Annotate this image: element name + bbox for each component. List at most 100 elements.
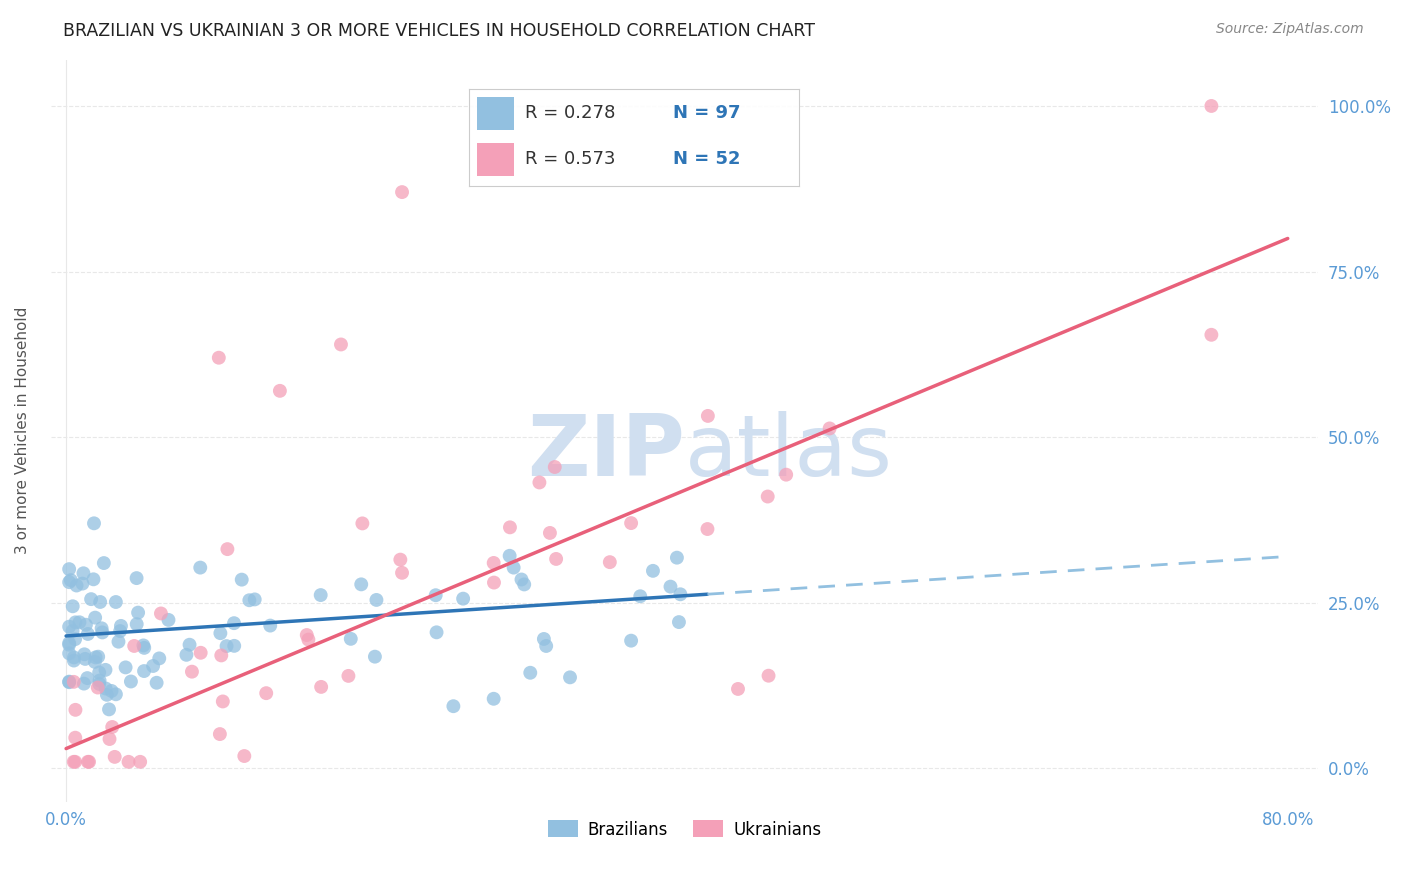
Point [58, 638, 80, 652]
Point [73, 676, 96, 690]
Point [114, 660, 136, 674]
Point [62, 755, 84, 769]
Point [259, 618, 281, 632]
Point [77, 627, 100, 641]
Point [330, 337, 353, 351]
Point [628, 589, 651, 603]
Point [441, 699, 464, 714]
Point [75, 652, 97, 666]
Point [58, 562, 80, 576]
Point [91, 625, 114, 640]
Point [222, 616, 245, 631]
Point [63, 632, 86, 647]
Point [668, 615, 690, 629]
Point [775, 467, 797, 482]
Point [558, 670, 581, 684]
Point [238, 593, 260, 607]
Point [58, 636, 80, 650]
Point [98, 702, 121, 716]
Text: atlas: atlas [685, 411, 893, 494]
Point [599, 555, 621, 569]
Point [72, 576, 94, 591]
Point [641, 564, 664, 578]
Point [104, 595, 127, 609]
Point [83, 655, 105, 669]
Point [82, 572, 104, 586]
Point [107, 634, 129, 648]
Point [208, 727, 231, 741]
Point [391, 185, 413, 199]
Point [309, 680, 332, 694]
Point [233, 749, 256, 764]
Point [73, 648, 96, 662]
Point [529, 475, 551, 490]
Point [499, 520, 522, 534]
Point [190, 646, 212, 660]
Point [125, 617, 148, 632]
Point [544, 460, 567, 475]
Point [211, 694, 233, 708]
Point [75, 617, 97, 632]
Point [364, 649, 387, 664]
Point [295, 628, 318, 642]
Point [426, 625, 449, 640]
Point [546, 552, 568, 566]
Point [243, 592, 266, 607]
Point [77, 755, 100, 769]
Point [181, 665, 204, 679]
Point [350, 577, 373, 591]
Point [58, 575, 80, 590]
Point [758, 669, 780, 683]
Point [620, 516, 643, 530]
Point [101, 720, 124, 734]
Text: ZIP: ZIP [527, 411, 685, 494]
Point [87, 681, 110, 695]
Point [1201, 99, 1223, 113]
Point [756, 490, 779, 504]
Point [534, 639, 557, 653]
Point [122, 639, 145, 653]
Point [391, 566, 413, 580]
Point [83, 516, 105, 531]
Y-axis label: 3 or more Vehicles in Household: 3 or more Vehicles in Household [15, 307, 30, 554]
Point [620, 633, 643, 648]
Point [129, 755, 152, 769]
Point [62, 599, 84, 614]
Point [62, 674, 84, 689]
Point [696, 409, 718, 423]
Point [157, 613, 180, 627]
Point [59, 573, 82, 587]
Point [93, 556, 115, 570]
Point [89, 595, 111, 609]
Point [498, 549, 520, 563]
Point [209, 648, 232, 663]
Point [62, 624, 84, 638]
Point [76, 671, 98, 685]
Point [104, 687, 127, 701]
Point [108, 624, 131, 638]
Point [84, 610, 107, 624]
Point [65, 578, 87, 592]
Point [58, 674, 80, 689]
Point [297, 632, 319, 647]
Point [696, 522, 718, 536]
Point [89, 677, 111, 691]
Point [132, 664, 155, 678]
Point [510, 573, 533, 587]
Point [269, 384, 291, 398]
Point [72, 566, 94, 581]
Point [188, 560, 211, 574]
Legend: Brazilians, Ukrainians: Brazilians, Ukrainians [541, 814, 828, 846]
Point [659, 580, 682, 594]
Point [127, 606, 149, 620]
Point [215, 639, 238, 653]
Point [502, 560, 524, 574]
Point [665, 550, 688, 565]
Point [87, 649, 110, 664]
Point [231, 573, 253, 587]
Point [337, 669, 360, 683]
Point [254, 686, 277, 700]
Point [513, 577, 536, 591]
Point [117, 755, 139, 769]
Point [425, 588, 447, 602]
